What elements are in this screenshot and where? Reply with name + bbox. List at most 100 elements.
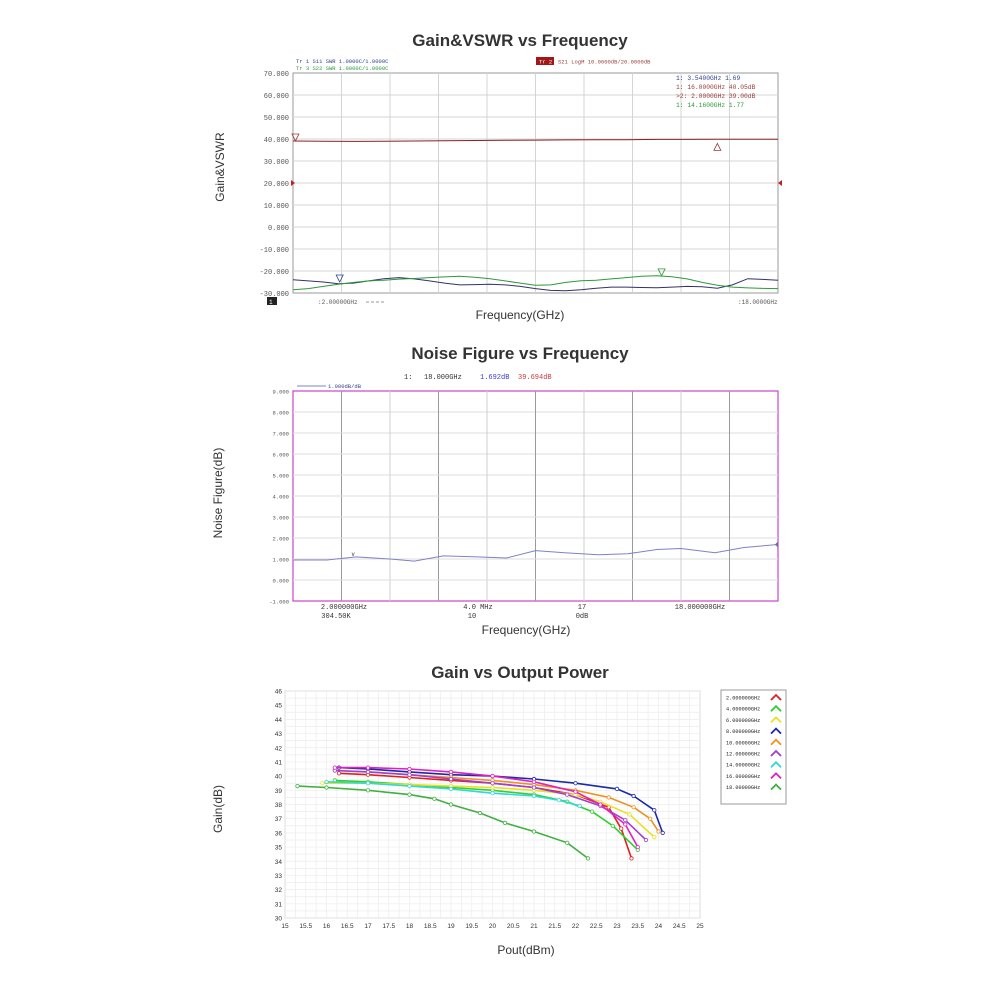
gain-pout-point (320, 781, 325, 786)
gain-pout-xtick: 15 (281, 923, 289, 930)
gain-vswr-ytick: 70.000 (264, 71, 289, 79)
gain-pout-legend-label: 18.00000GHz (726, 785, 760, 791)
gain-vswr-title: Gain&VSWR vs Frequency (412, 31, 628, 50)
gain-pout-point (490, 785, 495, 790)
gain-vswr-ytick: 60.000 (264, 93, 289, 101)
gain-vswr-series-line (292, 275, 779, 291)
gain-vswr-marker-s22 (657, 268, 666, 277)
gain-pout-point (635, 844, 640, 850)
gain-pout-ytick: 43 (275, 731, 283, 738)
gain-vswr-ytick: 10.000 (264, 203, 289, 211)
gain-pout-series-line (334, 769, 647, 841)
gain-pout-xtick: 17 (364, 923, 372, 930)
gain-pout-xtick: 23 (613, 923, 621, 930)
gain-pout-xtick: 18.5 (424, 923, 437, 930)
gain-pout-point (623, 822, 628, 827)
gain-pout-plot: 15 15.5 16 16.5 17 17.5 18 18.5 19 19.5 20 20.5 21 21… (275, 689, 704, 931)
gain-vswr-ytick: 20.000 (264, 181, 289, 189)
gain-pout-ytick: 34 (275, 859, 283, 866)
noise-figure-readout-freq: 18.000GHz (424, 374, 462, 382)
noise-figure-bottom-label-1: 17 (578, 604, 586, 612)
noise-figure-bottom-label-1: 2.000000GHz (321, 604, 367, 612)
noise-figure-plot: 9.000 8.000 7.000 6.000 5.000 4.000 3.000 2.000… (269, 374, 779, 621)
gain-pout-point (643, 837, 649, 843)
gain-pout-xtick: 24.5 (673, 923, 686, 930)
noise-figure-bottom-label-2: 304.50K (321, 613, 351, 621)
gain-pout-point (619, 826, 624, 831)
noise-figure-title: Noise Figure vs Frequency (411, 344, 629, 363)
gain-pout-legend-label: 10.00000GHz (726, 740, 760, 746)
gain-pout-ytick: 42 (275, 745, 283, 752)
gain-pout-point (407, 772, 412, 777)
gain-vswr-stop-label: :18.0000GHz (738, 299, 778, 306)
gain-vswr-tr2-badge-text: Tr 2 (539, 59, 552, 66)
gain-vswr-plot: 70.00060.00050.00040.00030.00020.00010.0… (260, 57, 782, 306)
gain-vswr-tr1-label: Tr 1 S11 SWR 1.0000C/1.0000C (296, 58, 389, 65)
gain-pout-point (531, 829, 537, 834)
gain-pout-point (324, 779, 329, 784)
gain-vswr-ref-right-arrow (778, 180, 782, 186)
gain-pout-series-line (334, 766, 639, 848)
noise-figure-ytick: 5.000 (272, 473, 289, 480)
noise-figure-ytick: 9.000 (272, 389, 289, 396)
gain-vswr-marker-readout: 1: 16.0000GHz 40.05dB (676, 84, 756, 91)
gain-pout-point (573, 781, 578, 786)
gain-pout-xtick: 25 (696, 923, 704, 930)
noise-figure-ytick: 6.000 (272, 452, 289, 459)
gain-vswr-marker-s11 (335, 274, 344, 283)
gain-pout-ytick: 36 (275, 830, 283, 837)
gain-pout-point (531, 779, 537, 784)
gain-pout-xtick: 23.5 (631, 923, 644, 930)
gain-vswr-ytick: 50.000 (264, 115, 289, 123)
gain-pout-point (631, 793, 636, 799)
noise-figure-ytick: 7.000 (272, 431, 289, 438)
gain-pout-point (648, 816, 653, 821)
gain-pout-xtick: 18 (406, 923, 414, 930)
gain-pout-legend-swatch (770, 727, 782, 735)
noise-figure-marker: v (352, 552, 355, 558)
gain-pout-title: Gain vs Output Power (431, 663, 609, 682)
gain-pout-point (606, 795, 611, 800)
gain-vswr-ytick: 30.000 (264, 159, 289, 167)
gain-vswr-ytick: -10.000 (260, 247, 289, 255)
gain-pout-ytick: 33 (275, 873, 283, 880)
noise-figure-bottom-label-2: 0dB (576, 613, 589, 621)
gain-pout-legend-swatch (770, 693, 782, 701)
gain-vswr-channel-badge (267, 297, 277, 305)
gain-pout-ytick: 31 (275, 901, 283, 908)
gain-pout-legend-swatch (770, 760, 782, 768)
gain-pout-point (432, 796, 437, 801)
gain-pout-point (324, 785, 329, 790)
gain-pout-point (407, 766, 412, 772)
gain-pout-legend-label: 14.00000GHz (726, 763, 760, 769)
noise-figure-series-line (293, 544, 779, 562)
gain-pout-xtick: 17.5 (382, 923, 395, 930)
noise-figure-bottom-label-1: 4.0 MHz (463, 604, 492, 612)
gain-pout-legend: 2.000000GHz 4.000000GHz 6.000000GHz 8.00000… (720, 689, 787, 805)
gain-pout-xlabel: Pout(dBm) (497, 943, 555, 957)
gain-pout-legend-swatch (770, 704, 782, 712)
gain-pout-xtick: 20.5 (507, 923, 520, 930)
gain-pout-point (448, 776, 454, 782)
gain-pout-ytick: 44 (275, 717, 283, 724)
gain-pout-point (295, 783, 300, 789)
gain-pout-legend-label: 16.00000GHz (726, 774, 760, 780)
gain-pout-point (365, 769, 371, 775)
gain-vswr-ytick: 0.000 (268, 225, 289, 233)
noise-figure-bottom-label-2: 10 (468, 613, 476, 621)
gain-pout-xtick: 24 (655, 923, 663, 930)
gain-pout-xtick: 20 (489, 923, 497, 930)
gain-pout-point (490, 791, 495, 796)
gain-pout-xtick: 19 (447, 923, 455, 930)
noise-figure-ytick: 4.000 (272, 494, 289, 501)
gain-pout-point (556, 798, 562, 803)
gain-pout-point (589, 809, 595, 814)
gain-vswr-marker-readout: 1: 3.5400GHz 1.69 (676, 75, 740, 82)
gain-pout-point (407, 792, 412, 797)
gain-pout-ytick: 46 (275, 689, 283, 696)
gain-pout-ytick: 30 (275, 916, 283, 923)
gain-vswr-tr2-badge (536, 57, 554, 65)
gain-vswr-channel-badge-text: 1 (269, 299, 273, 306)
noise-figure-readout-nf: 1.692dB (480, 374, 509, 382)
